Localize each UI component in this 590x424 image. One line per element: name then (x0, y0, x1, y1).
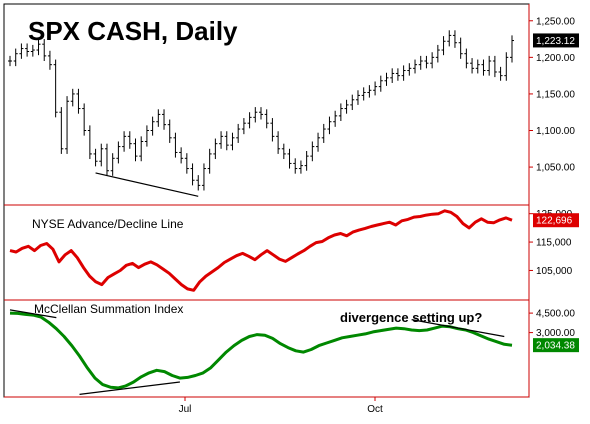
y-tick-label: 105,000 (536, 266, 573, 277)
chart-title: SPX CASH, Daily (28, 16, 238, 46)
ad-line-label: NYSE Advance/Decline Line (32, 217, 184, 231)
y-tick-label: 1,200.00 (536, 53, 575, 64)
last-value-label: 122,696 (536, 216, 573, 227)
y-tick-label: 1,050.00 (536, 163, 575, 174)
x-tick-label: Jul (179, 404, 192, 415)
summation-index-panel: 4,500.00 3,000.00 2,034.38 (9, 309, 579, 395)
series-line (9, 311, 513, 390)
trendline (9, 309, 57, 319)
trendline (95, 172, 199, 197)
last-value-box (533, 338, 579, 353)
y-tick-label: 3,000.00 (536, 328, 575, 339)
plot-frame (3, 3, 530, 398)
y-tick-label: 1,100.00 (536, 126, 575, 137)
trendline (411, 319, 505, 338)
price-panel: 1,250.00 1,200.00 1,150.00 1,100.00 1,050.00… (8, 16, 579, 197)
last-value-label: 2,034.38 (536, 341, 575, 352)
summation-index-label: McClellan Summation Index (34, 302, 183, 316)
divergence-annotation: divergence setting up? (340, 310, 482, 325)
y-tick-label: 4,500.00 (536, 309, 575, 320)
y-tick-label: 115,000 (536, 238, 572, 249)
y-tick-label: 1,150.00 (536, 89, 575, 100)
date-axis: Jul Oct (179, 397, 383, 415)
trendline (79, 381, 180, 395)
y-tick-label: 1,250.00 (536, 16, 575, 27)
last-value-box (533, 33, 579, 48)
last-value-box (533, 213, 579, 228)
series-line (9, 209, 513, 292)
x-tick-label: Oct (367, 404, 383, 415)
last-value-label: 1,223.12 (536, 36, 575, 47)
